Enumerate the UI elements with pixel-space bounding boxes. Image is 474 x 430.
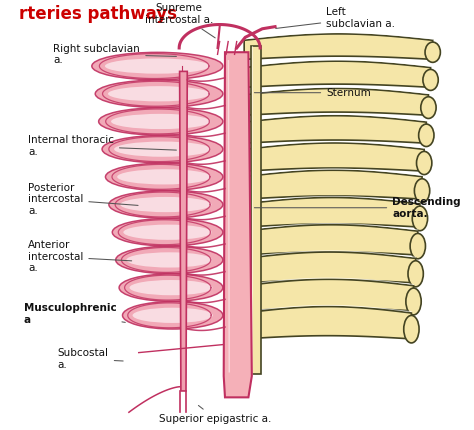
- Ellipse shape: [122, 301, 223, 329]
- Ellipse shape: [116, 246, 223, 273]
- Ellipse shape: [117, 169, 211, 184]
- Text: Subcostal
a.: Subcostal a.: [58, 348, 123, 370]
- Polygon shape: [244, 307, 411, 339]
- Ellipse shape: [111, 114, 210, 129]
- Ellipse shape: [99, 108, 223, 135]
- Text: Internal thoracic
a.: Internal thoracic a.: [28, 135, 176, 157]
- Ellipse shape: [406, 288, 421, 315]
- Ellipse shape: [414, 179, 430, 203]
- Ellipse shape: [425, 42, 440, 62]
- Polygon shape: [251, 46, 261, 374]
- Polygon shape: [244, 143, 424, 171]
- Ellipse shape: [112, 218, 223, 246]
- Text: Sternum: Sternum: [255, 88, 371, 98]
- Polygon shape: [244, 252, 416, 283]
- Ellipse shape: [417, 151, 432, 175]
- Text: Descending
aorta.: Descending aorta.: [255, 197, 461, 218]
- Text: Superior epigastric a.: Superior epigastric a.: [159, 405, 272, 424]
- Ellipse shape: [108, 86, 210, 101]
- Ellipse shape: [412, 206, 428, 231]
- Ellipse shape: [114, 141, 211, 157]
- Text: Anterior
intercostal
a.: Anterior intercostal a.: [28, 240, 132, 273]
- Ellipse shape: [92, 52, 223, 80]
- Ellipse shape: [423, 69, 438, 90]
- Ellipse shape: [129, 280, 212, 295]
- Ellipse shape: [123, 224, 212, 240]
- Ellipse shape: [109, 191, 223, 218]
- Polygon shape: [244, 225, 418, 255]
- Polygon shape: [244, 170, 422, 199]
- Ellipse shape: [127, 252, 212, 267]
- Polygon shape: [244, 61, 430, 87]
- Ellipse shape: [404, 316, 419, 343]
- Ellipse shape: [119, 274, 223, 301]
- Ellipse shape: [120, 197, 211, 212]
- Ellipse shape: [421, 97, 436, 119]
- Polygon shape: [244, 34, 433, 59]
- Polygon shape: [244, 197, 420, 227]
- Ellipse shape: [105, 58, 210, 74]
- Ellipse shape: [408, 261, 423, 287]
- Ellipse shape: [419, 124, 434, 147]
- Ellipse shape: [133, 308, 213, 323]
- Polygon shape: [244, 280, 413, 311]
- Text: Posterior
intercostal
a.: Posterior intercostal a.: [28, 183, 138, 216]
- Ellipse shape: [106, 163, 223, 190]
- Ellipse shape: [410, 233, 426, 259]
- Polygon shape: [244, 116, 426, 143]
- Text: Supreme
intercostal a.: Supreme intercostal a.: [145, 3, 215, 38]
- Polygon shape: [244, 89, 428, 115]
- Text: rteries pathways: rteries pathways: [19, 5, 177, 23]
- Text: Left
subclavian a.: Left subclavian a.: [276, 7, 395, 29]
- Polygon shape: [224, 52, 252, 397]
- Ellipse shape: [102, 135, 223, 163]
- Ellipse shape: [95, 80, 223, 108]
- Text: Musculophrenic
a: Musculophrenic a: [24, 304, 125, 325]
- Polygon shape: [180, 71, 187, 391]
- Text: Right subclavian
a.: Right subclavian a.: [54, 43, 176, 65]
